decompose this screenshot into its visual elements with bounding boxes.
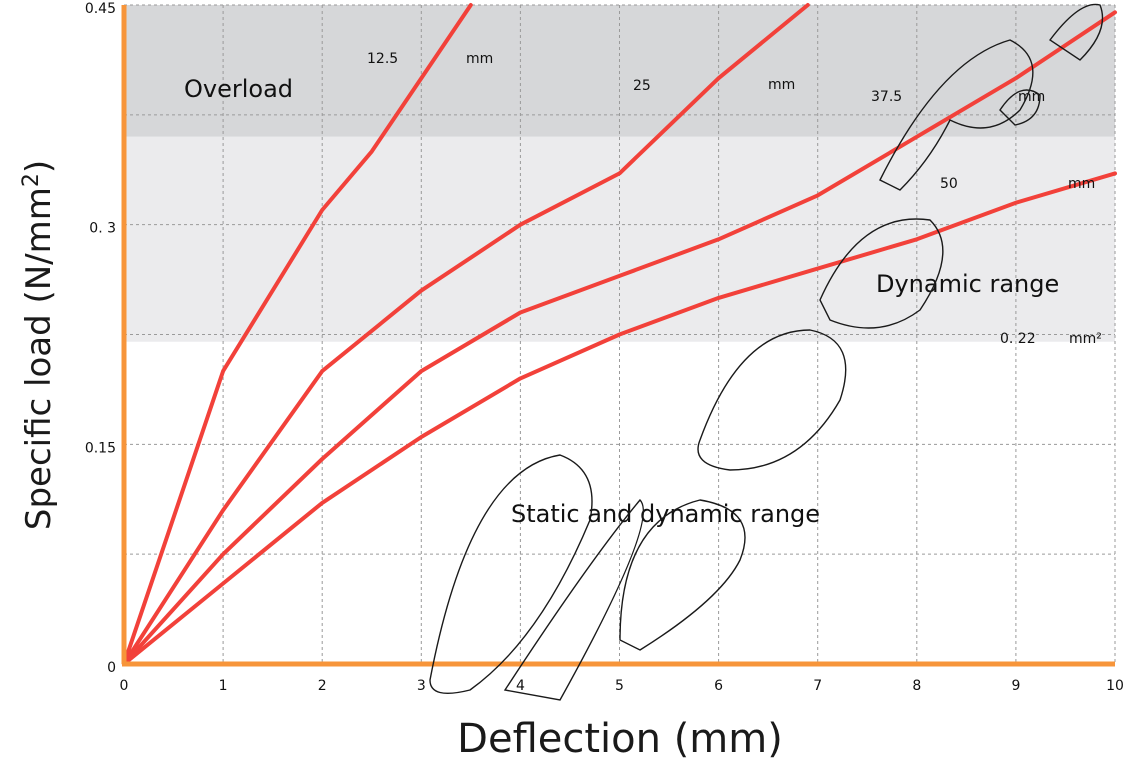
series-line-3 (122, 171, 1117, 666)
threshold-value: 0. 22 (1000, 331, 1036, 347)
y-tick-0: 0 (107, 660, 116, 676)
y-axis-title-sup: 2 (19, 173, 44, 187)
series-unit-3: mm (1068, 176, 1095, 192)
y-axis-title: Specific load (N/mm2) (19, 160, 59, 530)
y-tick-0-45: 0.45 (85, 1, 116, 17)
x-tick-4: 4 (516, 678, 525, 694)
y-tick-0-3: 0. 3 (89, 221, 116, 237)
y-axis-title-main: Specific load (N/mm (19, 187, 59, 530)
region-label-dynamic: Dynamic range (876, 270, 1059, 298)
annotations: Overload Dynamic range Static and dynamic … (184, 51, 1102, 528)
x-tick-8: 8 (912, 678, 921, 694)
series-unit-1: mm (768, 77, 795, 93)
y-axis-title-close: ) (19, 160, 59, 173)
region-label-overload: Overload (184, 75, 293, 103)
x-tick-1: 1 (219, 678, 228, 694)
threshold-unit: mm² (1069, 331, 1102, 347)
x-tick-7: 7 (813, 678, 822, 694)
series-label-3: 50 (940, 176, 958, 192)
grid-lines (124, 4, 1116, 664)
x-tick-6: 6 (714, 678, 723, 694)
y-tick-0-15: 0.15 (85, 440, 116, 456)
watermark-outline (429, 3, 1104, 701)
series-line-2 (122, 10, 1117, 666)
x-tick-3: 3 (417, 678, 426, 694)
series-label-0: 12.5 (367, 51, 398, 67)
axes (121, 5, 1115, 667)
series-line-1 (122, 3, 810, 666)
series-label-2: 37.5 (871, 89, 902, 105)
x-tick-5: 5 (615, 678, 624, 694)
x-tick-10: 10 (1106, 678, 1124, 694)
x-tick-9: 9 (1011, 678, 1020, 694)
x-tick-2: 2 (318, 678, 327, 694)
x-tick-0: 0 (120, 678, 129, 694)
x-axis-title: Deflection (mm) (457, 716, 783, 760)
tick-labels: 0 1 2 3 4 5 6 7 8 9 10 0 0.15 0. 3 0.45 (85, 1, 1124, 694)
series-line-0 (122, 3, 473, 666)
curves (122, 3, 1117, 666)
series-label-1: 25 (633, 78, 651, 94)
series-unit-0: mm (466, 51, 493, 67)
region-label-static-dynamic: Static and dynamic range (511, 500, 820, 528)
